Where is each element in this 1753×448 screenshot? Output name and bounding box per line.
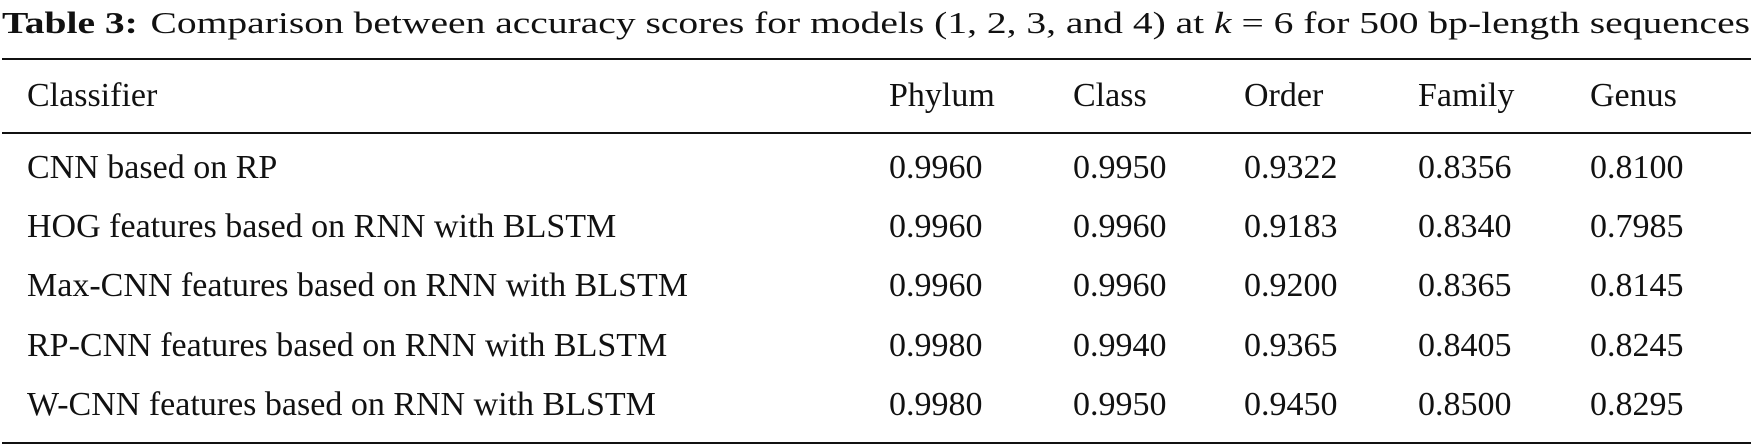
caption-label: Table 3: bbox=[2, 5, 138, 40]
caption-text: = 6 for 500 bp-length sequences bbox=[1232, 5, 1750, 40]
row-label: Max-CNN features based on RNN with BLSTM bbox=[27, 267, 688, 304]
cell-value: 0.8500 bbox=[1418, 386, 1512, 423]
cell-value: 0.9960 bbox=[889, 208, 983, 245]
cell-value: 0.9365 bbox=[1244, 327, 1338, 364]
caption: Table 3: Comparison between accuracy scor… bbox=[2, 5, 1750, 40]
cell-value: 0.7985 bbox=[1590, 208, 1684, 245]
header-cell: Family bbox=[1418, 77, 1514, 114]
cell-value: 0.9960 bbox=[889, 267, 983, 304]
header-cell: Classifier bbox=[27, 77, 158, 114]
row-label: CNN based on RP bbox=[27, 149, 277, 186]
cell-value: 0.9322 bbox=[1244, 149, 1338, 186]
cell-value: 0.9960 bbox=[889, 149, 983, 186]
row-label: HOG features based on RNN with BLSTM bbox=[27, 208, 616, 245]
cell-value: 0.9980 bbox=[889, 327, 983, 364]
cell-value: 0.9183 bbox=[1244, 208, 1338, 245]
cell-value: 0.8340 bbox=[1418, 208, 1512, 245]
cell-value: 0.9980 bbox=[889, 386, 983, 423]
row-label: W-CNN features based on RNN with BLSTM bbox=[27, 386, 656, 423]
header-cell: Class bbox=[1073, 77, 1147, 114]
header-cell: Phylum bbox=[889, 77, 995, 114]
cell-value: 0.8100 bbox=[1590, 149, 1684, 186]
row-label: RP-CNN features based on RNN with BLSTM bbox=[27, 327, 667, 364]
cell-value: 0.8365 bbox=[1418, 267, 1512, 304]
caption-text: Comparison between accuracy scores for m… bbox=[151, 5, 1214, 40]
cell-value: 0.9960 bbox=[1073, 267, 1167, 304]
cell-value: 0.8295 bbox=[1590, 386, 1684, 423]
cell-value: 0.9960 bbox=[1073, 208, 1167, 245]
caption-variable: k bbox=[1214, 5, 1233, 40]
cell-value: 0.9940 bbox=[1073, 327, 1167, 364]
cell-value: 0.8145 bbox=[1590, 267, 1684, 304]
cell-value: 0.8245 bbox=[1590, 327, 1684, 364]
cell-value: 0.8405 bbox=[1418, 327, 1512, 364]
cell-value: 0.9450 bbox=[1244, 386, 1338, 423]
header-cell: Genus bbox=[1590, 77, 1677, 114]
header-cell: Order bbox=[1244, 77, 1324, 114]
cell-value: 0.9200 bbox=[1244, 267, 1338, 304]
cell-value: 0.8356 bbox=[1418, 149, 1512, 186]
cell-value: 0.9950 bbox=[1073, 386, 1167, 423]
cell-value: 0.9950 bbox=[1073, 149, 1167, 186]
